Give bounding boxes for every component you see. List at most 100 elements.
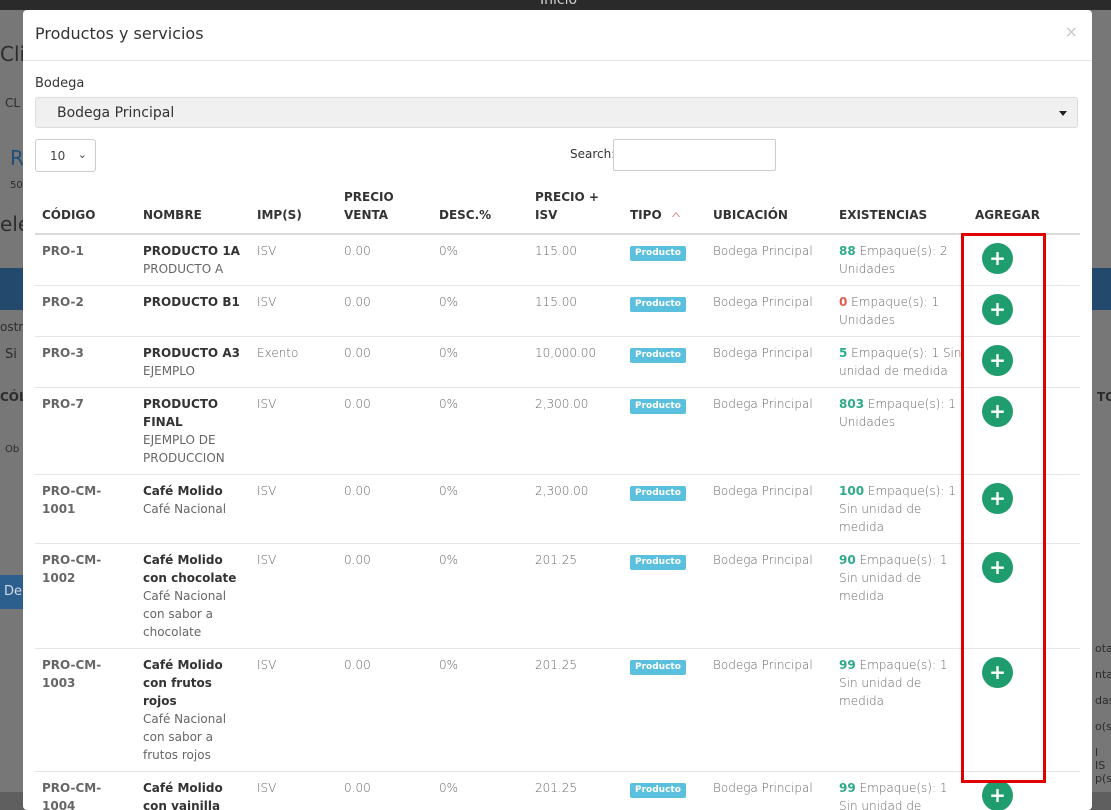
sort-asc-icon <box>672 212 680 217</box>
add-product-button[interactable]: + <box>982 483 1013 514</box>
bodega-select-value: Bodega Principal <box>57 105 174 121</box>
cell-price-tax: 10,000.00 <box>528 337 623 388</box>
product-desc: PRODUCTO A <box>143 260 244 278</box>
cell-stock: 99 Empaque(s): 1 Sin unidad de medida <box>832 649 968 772</box>
col-header-precio-isv[interactable]: PRECIO + ISV <box>528 188 623 234</box>
top-bar-title: Inicio <box>540 0 577 8</box>
cell-add: + <box>968 772 1080 810</box>
cell-tax: ISV <box>250 649 337 772</box>
bg-fragment: Cli <box>0 42 25 66</box>
stock-detail: Empaque(s): 2 Unidades <box>839 244 947 276</box>
col-header-precio-venta[interactable]: PRECIO VENTA <box>337 188 432 234</box>
cell-price: 0.00 <box>337 337 432 388</box>
cell-stock: 100 Empaque(s): 1 Sin unidad de medida <box>832 475 968 544</box>
cell-location: Bodega Principal <box>706 388 832 475</box>
cell-discount: 0% <box>432 234 528 286</box>
cell-code: PRO-2 <box>35 286 136 337</box>
type-badge: Producto <box>630 246 686 261</box>
type-badge: Producto <box>630 486 686 501</box>
cell-code: PRO-CM-1001 <box>35 475 136 544</box>
add-product-button[interactable]: + <box>982 294 1013 325</box>
col-header-nombre[interactable]: NOMBRE <box>136 188 250 234</box>
bg-fragment: TO <box>1097 390 1111 404</box>
app-top-bar: Inicio <box>0 0 1111 10</box>
cell-add: + <box>968 544 1080 649</box>
stock-count: 803 <box>839 397 864 411</box>
search-label: Search: <box>570 147 615 161</box>
add-product-button[interactable]: + <box>982 657 1013 688</box>
add-product-button[interactable]: + <box>982 552 1013 583</box>
chevron-down-icon: ⌄ <box>78 148 87 161</box>
product-desc: EJEMPLO DE PRODUCCION <box>143 431 244 467</box>
col-header-ubicacion[interactable]: UBICACIÓN <box>706 188 832 234</box>
bg-fragment: CL <box>5 96 20 110</box>
bg-fragment: ntas <box>1095 668 1111 681</box>
cell-price: 0.00 <box>337 544 432 649</box>
cell-location: Bodega Principal <box>706 649 832 772</box>
col-header-imps[interactable]: IMP(S) <box>250 188 337 234</box>
close-icon[interactable]: × <box>1065 22 1078 41</box>
cell-location: Bodega Principal <box>706 234 832 286</box>
cell-tax: ISV <box>250 475 337 544</box>
page-length-select[interactable]: 10 ⌄ <box>35 139 96 172</box>
cell-tax: ISV <box>250 772 337 810</box>
col-header-codigo[interactable]: CÓDIGO <box>35 188 136 234</box>
cell-code: PRO-1 <box>35 234 136 286</box>
cell-price-tax: 201.25 <box>528 544 623 649</box>
cell-price: 0.00 <box>337 234 432 286</box>
cell-discount: 0% <box>432 475 528 544</box>
product-name: Café Molido <box>143 482 244 500</box>
add-product-button[interactable]: + <box>982 243 1013 274</box>
cell-stock: 0 Empaque(s): 1 Unidades <box>832 286 968 337</box>
cell-type: Producto <box>623 388 706 475</box>
cell-price: 0.00 <box>337 286 432 337</box>
cell-location: Bodega Principal <box>706 337 832 388</box>
cell-stock: 88 Empaque(s): 2 Unidades <box>832 234 968 286</box>
stock-count: 100 <box>839 484 864 498</box>
search-input[interactable] <box>613 139 776 171</box>
cell-price-tax: 201.25 <box>528 772 623 810</box>
cell-location: Bodega Principal <box>706 544 832 649</box>
cell-price-tax: 115.00 <box>528 286 623 337</box>
cell-add: + <box>968 337 1080 388</box>
product-name: Café Molido con vainilla <box>143 779 244 810</box>
col-header-tipo[interactable]: TIPO <box>623 188 706 234</box>
add-product-button[interactable]: + <box>982 396 1013 427</box>
col-header-existencias[interactable]: EXISTENCIAS <box>832 188 968 234</box>
product-desc: Café Nacional con sabor a frutos rojos <box>143 710 244 764</box>
stock-count: 88 <box>839 244 856 258</box>
bodega-label: Bodega <box>35 76 84 91</box>
cell-type: Producto <box>623 544 706 649</box>
product-desc: Café Nacional con sabor a chocolate <box>143 587 244 641</box>
cell-tax: ISV <box>250 388 337 475</box>
cell-type: Producto <box>623 475 706 544</box>
stock-detail: Empaque(s): 1 Sin unidad de medida <box>839 346 962 378</box>
cell-type: Producto <box>623 649 706 772</box>
bg-fragment: o(s <box>1095 720 1111 733</box>
cell-add: + <box>968 475 1080 544</box>
type-badge: Producto <box>630 348 686 363</box>
page-length-value: 10 <box>50 149 65 163</box>
cell-price-tax: 2,300.00 <box>528 388 623 475</box>
add-product-button[interactable]: + <box>982 780 1013 810</box>
cell-price-tax: 201.25 <box>528 649 623 772</box>
type-badge: Producto <box>630 660 686 675</box>
cell-discount: 0% <box>432 544 528 649</box>
cell-code: PRO-CM-1003 <box>35 649 136 772</box>
cell-discount: 0% <box>432 388 528 475</box>
cell-type: Producto <box>623 286 706 337</box>
col-header-desc[interactable]: DESC.% <box>432 188 528 234</box>
type-badge: Producto <box>630 399 686 414</box>
product-name: PRODUCTO A3 <box>143 344 244 362</box>
products-table: CÓDIGO NOMBRE IMP(S) PRECIO VENTA DESC.%… <box>35 188 1080 810</box>
add-product-button[interactable]: + <box>982 345 1013 376</box>
stock-count: 99 <box>839 658 856 672</box>
bodega-select[interactable]: Bodega Principal <box>35 97 1078 128</box>
cell-type: Producto <box>623 337 706 388</box>
